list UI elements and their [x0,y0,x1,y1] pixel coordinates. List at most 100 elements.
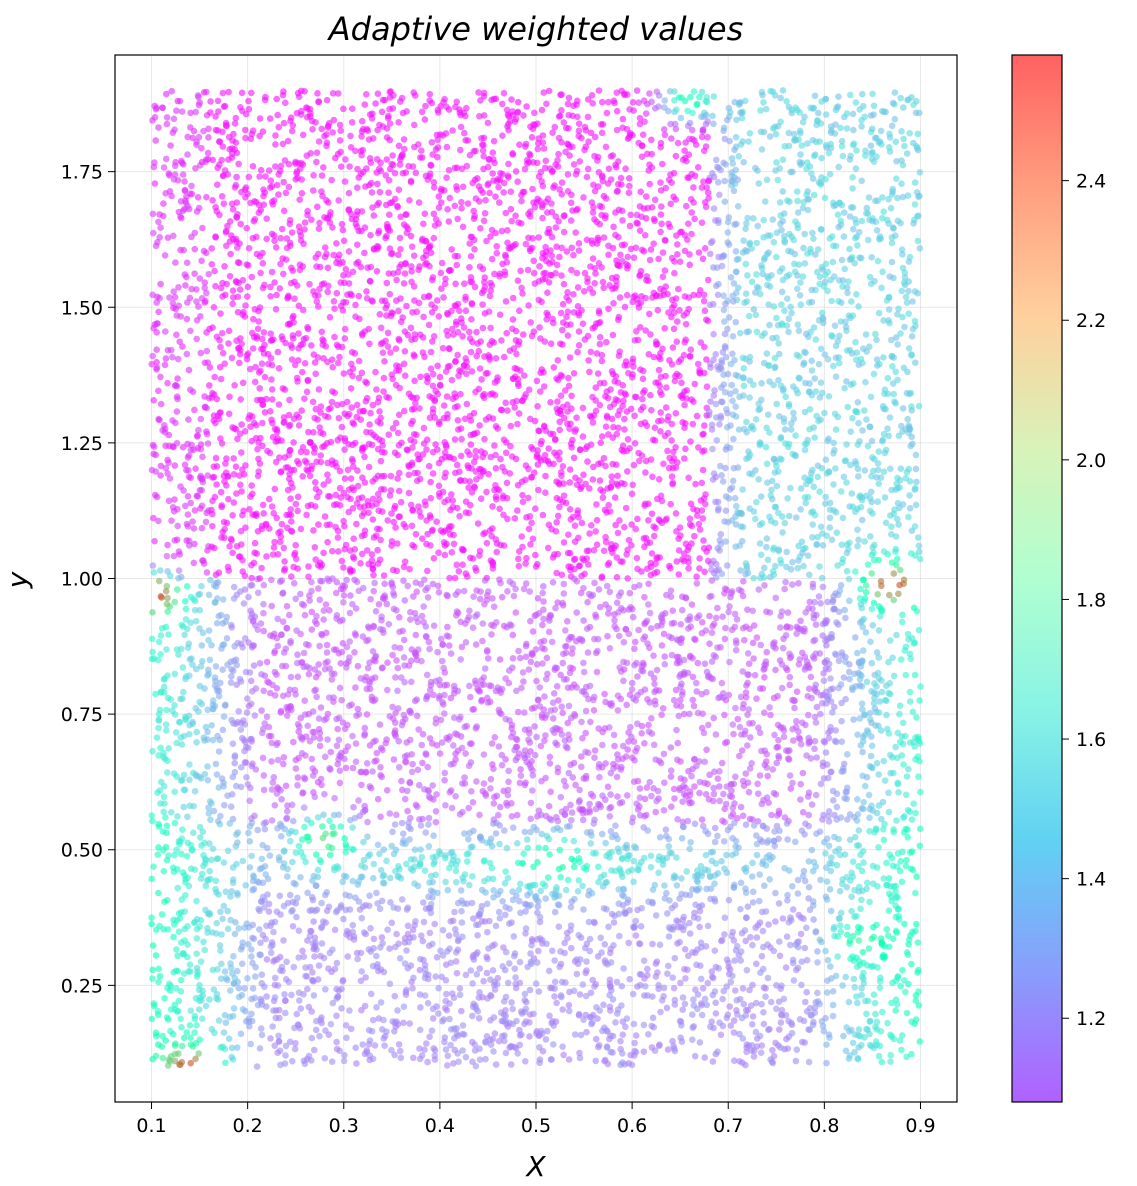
scatter-point [763,608,770,615]
scatter-point [879,798,887,806]
scatter-point [489,967,497,974]
scatter-point [500,89,508,97]
scatter-point [179,826,186,833]
scatter-point [195,303,202,310]
scatter-point [602,760,609,767]
scatter-point [395,307,402,315]
scatter-point [630,461,638,469]
scatter-point [563,823,571,830]
scatter-point [405,489,413,497]
scatter-point [731,623,739,631]
scatter-point [193,935,201,942]
scatter-point [260,186,267,193]
scatter-point [756,521,764,529]
scatter-point [646,256,654,264]
scatter-point [627,211,634,219]
scatter-point [691,532,698,540]
scatter-point [855,827,863,834]
scatter-point [576,991,584,998]
scatter-point [587,828,595,836]
scatter-point [676,307,683,314]
scatter-point [813,268,821,276]
scatter-point [259,401,266,408]
scatter-point [489,595,496,602]
scatter-point [600,871,608,879]
scatter-point [287,837,294,845]
scatter-point [662,184,670,192]
scatter-point [457,656,465,663]
scatter-point [187,619,194,626]
scatter-point [800,244,807,252]
scatter-point [479,265,487,273]
scatter-point [258,971,266,978]
scatter-point [536,913,544,921]
scatter-point [256,660,264,667]
scatter-point [785,440,793,448]
scatter-point [846,675,853,683]
scatter-point [425,821,432,828]
scatter-point [164,926,172,933]
scatter-point [229,549,236,557]
scatter-point [714,832,721,840]
scatter-point [698,219,706,226]
scatter-point [421,867,429,874]
scatter-point [452,357,459,365]
scatter-point [498,761,506,769]
scatter-point [670,301,678,309]
scatter-point [394,475,401,482]
scatter-point [472,1062,480,1070]
scatter-point [857,905,864,913]
scatter-point [584,165,592,173]
scatter-point [276,892,284,900]
scatter-point [237,1030,245,1038]
scatter-point [263,956,271,963]
scatter-point [461,129,468,137]
scatter-point [407,608,414,616]
scatter-point [214,181,221,188]
scatter-point [237,220,244,228]
scatter-point [839,514,847,522]
scatter-point [292,500,300,508]
scatter-point [892,138,900,146]
scatter-point [458,744,466,752]
scatter-point [285,160,293,168]
scatter-point [681,946,689,953]
scatter-point [400,577,407,584]
scatter-point [458,198,465,206]
scatter-point [393,276,400,284]
scatter-point [198,486,205,494]
scatter-point [531,109,538,117]
scatter-point [430,622,438,629]
scatter-point [366,277,374,285]
scatter-point [537,811,545,819]
scatter-point [171,1042,179,1049]
scatter-point [691,380,699,388]
scatter-point [668,803,675,810]
scatter-point [367,409,374,417]
scatter-point [528,758,535,765]
scatter-point [218,440,226,447]
scatter-point [797,151,804,158]
scatter-point [861,113,868,121]
scatter-point [632,1048,640,1056]
scatter-point [805,333,812,341]
scatter-point [386,492,394,499]
scatter-point [215,108,222,115]
scatter-point [902,862,910,870]
scatter-point [449,127,456,134]
scatter-point [543,100,550,108]
scatter-point [783,624,790,631]
scatter-point [527,828,534,836]
scatter-point [552,739,559,747]
scatter-point [828,332,835,339]
scatter-point [531,417,539,425]
scatter-point [863,885,870,893]
scatter-point [214,127,222,134]
scatter-point [411,856,418,863]
scatter-point [444,1052,452,1060]
scatter-point [773,822,781,830]
scatter-point [875,844,882,851]
scatter-point [579,816,587,824]
scatter-point [358,369,366,377]
scatter-point [523,758,530,766]
